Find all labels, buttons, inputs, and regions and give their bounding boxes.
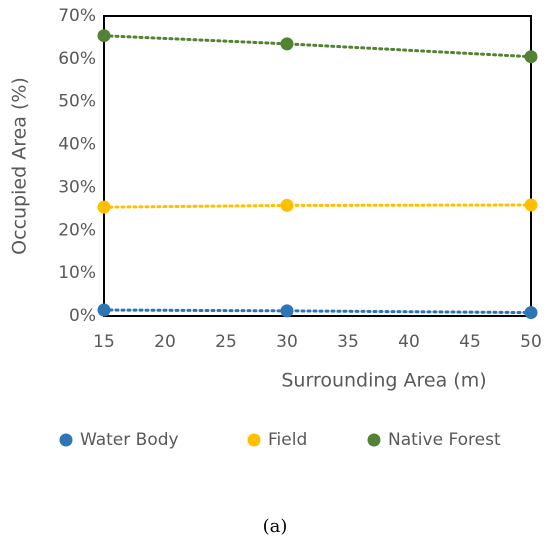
- legend-label: Native Forest: [388, 430, 501, 450]
- y-tick-label: 0%: [69, 306, 96, 326]
- x-tick-label: 45: [459, 332, 481, 352]
- y-tick-label: 30%: [58, 177, 96, 197]
- x-tick-label: 50: [520, 332, 542, 352]
- caption: (a): [263, 516, 288, 537]
- legend-marker: [247, 433, 261, 447]
- x-axis-title: Surrounding Area (m): [281, 370, 486, 392]
- point: [280, 304, 294, 318]
- legend-label: Field: [268, 430, 307, 450]
- y-tick-label: 10%: [58, 263, 96, 283]
- point: [524, 306, 538, 320]
- point: [280, 198, 294, 212]
- legend-label: Water Body: [80, 430, 179, 450]
- y-axis-title: Occupied Area (%): [9, 77, 31, 255]
- x-tick-label: 30: [276, 332, 298, 352]
- x-tick-label: 40: [398, 332, 420, 352]
- x-tick-label: 35: [337, 332, 359, 352]
- y-tick-label: 50%: [58, 92, 96, 112]
- trend-line: [102, 308, 533, 315]
- point: [97, 29, 111, 43]
- point: [97, 200, 111, 214]
- point: [97, 303, 111, 317]
- point: [524, 50, 538, 64]
- y-tick-label: 40%: [58, 135, 96, 155]
- trend-line: [102, 203, 533, 209]
- x-tick-label: 20: [154, 332, 176, 352]
- y-tick-label: 20%: [58, 220, 96, 240]
- legend-marker: [367, 433, 381, 447]
- point: [280, 37, 294, 51]
- x-tick-label: 25: [215, 332, 237, 352]
- trend-line: [102, 34, 533, 59]
- y-tick-label: 70%: [58, 6, 96, 26]
- y-tick-label: 60%: [58, 49, 96, 69]
- legend-marker: [59, 433, 73, 447]
- plot-frame: [103, 15, 532, 317]
- point: [524, 198, 538, 212]
- x-tick-label: 15: [93, 332, 115, 352]
